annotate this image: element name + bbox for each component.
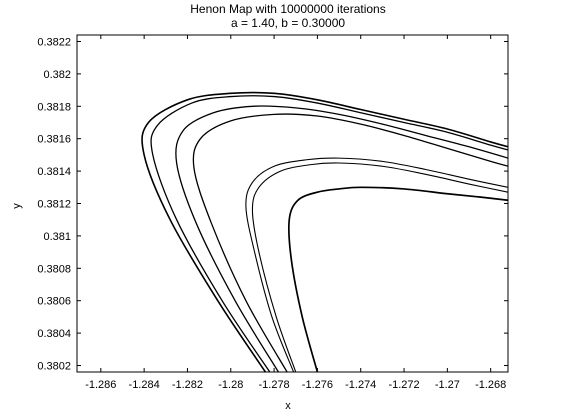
y-tick-label: 0.3808 <box>37 263 71 275</box>
y-axis-label: y <box>11 203 23 209</box>
x-tick-label: -1.282 <box>172 379 203 391</box>
y-tick-label: 0.382 <box>43 69 71 81</box>
x-tick-label: -1.286 <box>85 379 116 391</box>
x-tick-label: -1.28 <box>218 379 243 391</box>
attractor-curve-3 <box>175 105 508 372</box>
attractor-curve-4 <box>192 113 508 372</box>
attractor-curve-5 <box>245 157 508 372</box>
x-tick-label: -1.284 <box>129 379 160 391</box>
attractor-curve-1 <box>141 91 508 372</box>
y-tick-label: 0.3814 <box>37 166 71 178</box>
y-tick-label: 0.3804 <box>37 328 71 340</box>
y-tick-label: 0.3816 <box>37 134 71 146</box>
y-tick-label: 0.3812 <box>37 199 71 211</box>
x-tick-label: -1.272 <box>388 379 419 391</box>
chart-subtitle: a = 1.40, b = 0.30000 <box>231 16 345 30</box>
x-axis-label: x <box>285 400 291 412</box>
x-tick-label: -1.27 <box>435 379 460 391</box>
attractor-curves <box>141 91 508 372</box>
y-tick-label: 0.3802 <box>37 361 71 373</box>
x-tick-label: -1.268 <box>475 379 506 391</box>
attractor-curve-2 <box>150 95 508 372</box>
y-axis-ticks: 0.3802 0.3804 0.3806 0.3808 0.381 0.3812 0.381… <box>37 36 508 373</box>
x-axis-ticks: -1.286 -1.284 -1.282 -1.28 -1.278 -1.276 -1.27… <box>85 35 506 391</box>
attractor-curve-7 <box>287 186 508 372</box>
y-tick-label: 0.3818 <box>37 101 71 113</box>
plot-frame <box>76 34 509 373</box>
chart-title: Henon Map with 10000000 iterations <box>190 2 385 16</box>
y-tick-label: 0.3822 <box>37 36 71 48</box>
y-tick-label: 0.3806 <box>37 296 71 308</box>
x-tick-label: -1.278 <box>258 379 289 391</box>
x-tick-label: -1.274 <box>345 379 376 391</box>
plot-area <box>77 35 508 372</box>
y-tick-label: 0.381 <box>43 231 71 243</box>
x-tick-label: -1.276 <box>302 379 333 391</box>
attractor-curve-6 <box>251 162 508 372</box>
